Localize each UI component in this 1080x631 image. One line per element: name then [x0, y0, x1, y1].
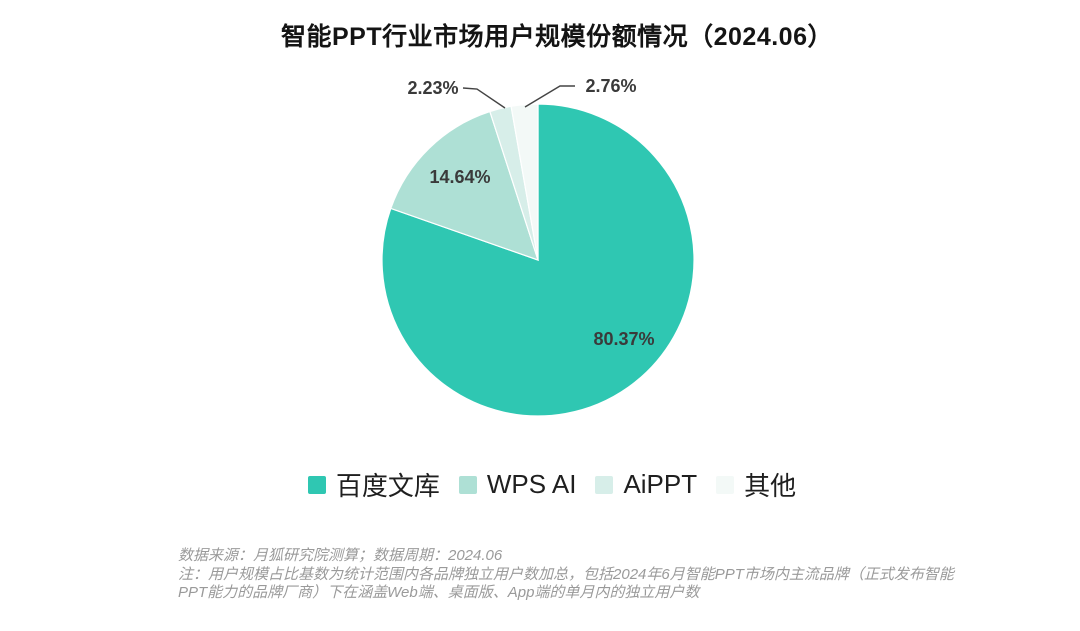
legend-item-wps-ai: WPS AI — [458, 469, 577, 500]
slice-label-wps-ai: 14.64% — [429, 167, 490, 187]
slice-label-aippt: 2.23% — [407, 78, 458, 98]
slice-label-baidu-wenku: 80.37% — [593, 329, 654, 349]
pie-chart: 80.37% 14.64% 2.23% 2.76% — [381, 76, 695, 417]
legend-item-baidu-wenku: 百度文库 — [307, 466, 440, 503]
legend-label-aippt: AiPPT — [623, 469, 698, 499]
leader-line-other — [524, 85, 575, 108]
pie-slice-baidu-wenku — [381, 103, 695, 417]
legend-item-other: 其他 — [716, 466, 796, 503]
legend-swatch-other — [716, 475, 735, 494]
footer-line: 注：用户规模占比基数为统计范围内各品牌独立用户数加总，包括2024年6月智能PP… — [178, 565, 954, 583]
legend-item-aippt: AiPPT — [595, 469, 697, 500]
legend-label-baidu-wenku: 百度文库 — [335, 471, 440, 501]
footer-note: 数据来源：月狐研究院测算；数据周期：2024.06 注：用户规模占比基数为统计范围… — [178, 547, 954, 603]
legend-swatch-aippt — [595, 475, 614, 494]
footer-line: 数据来源：月狐研究院测算；数据周期：2024.06 — [178, 547, 503, 564]
pie-slice-other — [510, 103, 539, 261]
chart-title: 智能PPT行业市场用户规模份额情况（2024.06） — [281, 23, 833, 51]
legend-swatch-wps-ai — [458, 475, 477, 494]
pie-slice-wps-ai — [390, 110, 539, 261]
leader-line-aippt — [462, 87, 506, 109]
legend: 百度文库 WPS AI AiPPT 其他 — [12, 466, 1080, 503]
footer-line: PPT能力的品牌厂商）下在涵盖Web端、桌面版、App端的单月内的独立用户数 — [178, 584, 700, 602]
legend-label-wps-ai: WPS AI — [486, 469, 577, 499]
legend-label-other: 其他 — [744, 471, 797, 501]
legend-swatch-baidu-wenku — [307, 475, 326, 494]
slice-label-other: 2.76% — [585, 76, 636, 96]
